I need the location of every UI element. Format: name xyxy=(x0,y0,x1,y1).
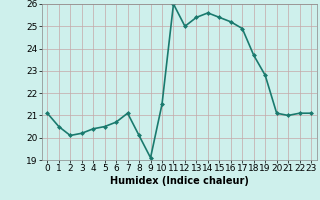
X-axis label: Humidex (Indice chaleur): Humidex (Indice chaleur) xyxy=(110,176,249,186)
